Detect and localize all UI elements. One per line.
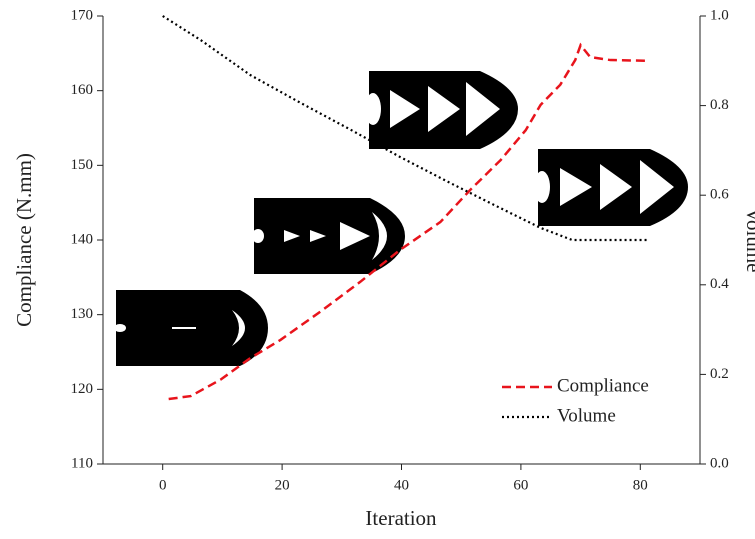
x-tick-label: 20 [275, 477, 290, 493]
y2-axis-label: Volume [742, 208, 755, 273]
y-tick-label: 120 [71, 381, 94, 397]
y-tick-label: 160 [71, 82, 94, 98]
y-axis-label: Compliance (N.mm) [12, 153, 36, 327]
inset-2 [252, 198, 405, 274]
y2-tick-label: 1.0 [710, 7, 729, 23]
y-tick-label: 130 [71, 306, 94, 322]
x-tick-label: 0 [159, 477, 167, 493]
inset-1 [114, 290, 268, 366]
x-tick-label: 80 [633, 477, 648, 493]
y-tick-label: 140 [71, 231, 94, 247]
legend-label: Volume [557, 405, 616, 426]
x-tick-label: 40 [394, 477, 409, 493]
topology-insets [114, 71, 688, 366]
y2-tick-label: 0.2 [710, 366, 729, 382]
x-tick-label: 60 [513, 477, 528, 493]
y-tick-label: 170 [71, 7, 94, 23]
y2-tick-label: 0.6 [710, 187, 729, 203]
y-tick-label: 150 [71, 157, 94, 173]
y2-tick-label: 0.8 [710, 97, 729, 113]
series-line [168, 42, 649, 401]
legend-label: Compliance [557, 375, 649, 396]
inset-4 [534, 149, 688, 226]
series-line [162, 15, 649, 242]
x-axis-label: Iteration [365, 506, 437, 530]
inset-3 [365, 71, 518, 149]
y-tick-label: 110 [71, 455, 93, 471]
y2-tick-label: 0.4 [710, 276, 729, 292]
y2-tick-label: 0.0 [710, 455, 729, 471]
